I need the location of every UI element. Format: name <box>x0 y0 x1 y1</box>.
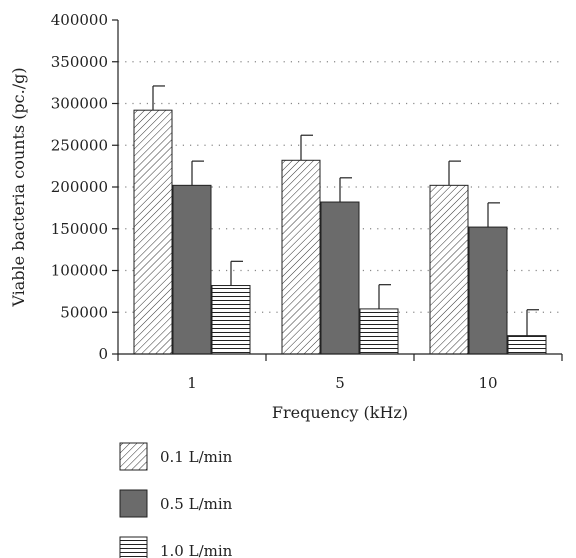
bar-1-0-l-min-1 <box>211 285 251 355</box>
y-tick-label: 350000 <box>51 53 108 71</box>
x-tick-labels: 1 5 10 <box>187 374 497 392</box>
legend-swatch <box>119 489 148 518</box>
bar-0-5-l-min-1 <box>172 184 212 355</box>
y-tick-label: 150000 <box>51 220 108 238</box>
x-axis-title: Frequency (kHz) <box>272 403 408 422</box>
legend-swatch <box>119 536 148 558</box>
bar-0-1-l-min-5 <box>281 159 321 355</box>
y-tick-label: 200000 <box>51 178 108 196</box>
y-tick-labels: 0 50000 100000 150000 200000 250000 300000 3500… <box>51 11 108 363</box>
x-tick-label: 5 <box>335 374 345 392</box>
y-tick-label: 50000 <box>60 303 108 321</box>
bars <box>133 109 547 355</box>
y-tick-label: 400000 <box>51 11 108 29</box>
error-bars <box>152 85 539 336</box>
y-tick-label: 0 <box>98 345 108 363</box>
y-tick-label: 100000 <box>51 262 108 280</box>
legend-label: 1.0 L/min <box>160 542 233 558</box>
y-tick-label: 300000 <box>51 95 108 113</box>
bar-1-0-l-min-10 <box>507 335 547 355</box>
legend-item: 0.1 L/min <box>119 442 233 471</box>
legend: 0.1 L/min 0.5 L/min 1.0 L/min <box>119 442 233 558</box>
bar-0-1-l-min-10 <box>429 184 469 355</box>
y-axis-title: Viable bacteria counts (pc./g) <box>9 67 28 307</box>
legend-item: 1.0 L/min <box>119 536 233 558</box>
bar-0-5-l-min-10 <box>468 226 508 355</box>
legend-label: 0.5 L/min <box>160 495 233 513</box>
legend-label: 0.1 L/min <box>160 448 233 466</box>
x-tick-label: 10 <box>478 374 497 392</box>
axes <box>112 19 563 361</box>
legend-swatch <box>119 442 148 471</box>
bar-1-0-l-min-5 <box>359 308 399 355</box>
legend-item: 0.5 L/min <box>119 489 233 518</box>
x-tick-label: 1 <box>187 374 197 392</box>
bar-0-5-l-min-5 <box>320 201 360 355</box>
bar-0-1-l-min-1 <box>133 109 173 355</box>
y-tick-label: 250000 <box>51 136 108 154</box>
